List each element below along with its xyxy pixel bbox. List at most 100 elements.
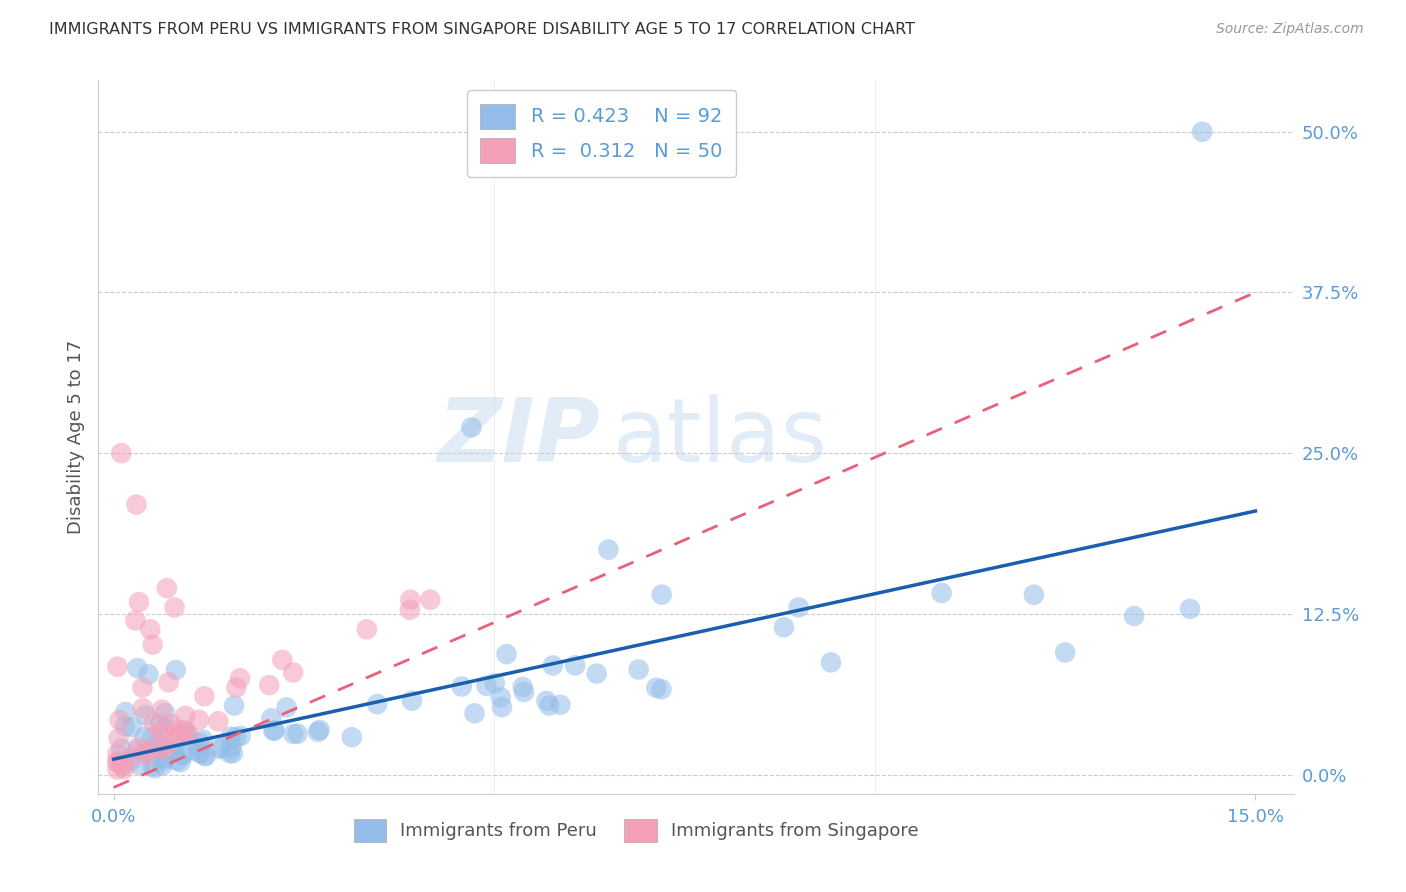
Point (153, 753, 176, 767)
Point (153, 706, 176, 720)
Point (260, 711, 283, 725)
Point (142, 638, 165, 652)
Point (166, 754, 188, 768)
Point (163, 600, 186, 615)
Point (134, 730, 156, 744)
Point (1022, 588, 1045, 602)
Point (489, 690, 512, 705)
Point (155, 750, 177, 764)
Point (114, 705, 136, 719)
Point (152, 758, 174, 772)
Point (193, 690, 215, 704)
Point (208, 741, 231, 756)
Point (283, 665, 305, 680)
Point (138, 745, 160, 759)
Point (222, 746, 245, 760)
Text: ZIP: ZIP (437, 393, 600, 481)
Point (536, 694, 558, 708)
Point (460, 420, 482, 434)
Point (188, 713, 211, 727)
Point (651, 588, 673, 602)
Point (564, 658, 586, 673)
Point (139, 623, 162, 637)
Point (141, 731, 163, 745)
Point (1123, 609, 1146, 624)
Point (484, 676, 506, 690)
Point (512, 680, 534, 694)
Point (108, 713, 131, 727)
Point (221, 740, 243, 755)
Text: atlas: atlas (613, 393, 828, 481)
Point (110, 446, 132, 460)
Point (645, 681, 668, 695)
Point (176, 729, 198, 743)
Point (257, 678, 280, 692)
Y-axis label: Disability Age 5 to 17: Disability Age 5 to 17 (66, 340, 84, 534)
Point (401, 694, 423, 708)
Point (650, 682, 672, 697)
Point (188, 736, 211, 750)
Point (107, 763, 129, 777)
Point (1054, 645, 1077, 659)
Point (138, 667, 160, 681)
Point (121, 720, 143, 734)
Point (127, 743, 149, 757)
Point (172, 747, 194, 761)
Point (276, 700, 298, 714)
Point (149, 717, 172, 731)
Point (165, 663, 187, 677)
Point (450, 680, 472, 694)
Point (229, 672, 252, 686)
Point (820, 656, 842, 670)
Point (131, 681, 153, 695)
Point (157, 675, 180, 690)
Point (194, 749, 217, 764)
Point (218, 746, 240, 760)
Point (627, 663, 650, 677)
Point (191, 732, 214, 747)
Point (541, 658, 564, 673)
Point (207, 714, 229, 729)
Point (585, 666, 607, 681)
Point (475, 679, 498, 693)
Point (132, 701, 155, 715)
Point (153, 748, 176, 763)
Point (222, 698, 245, 713)
Point (538, 698, 561, 713)
Point (107, 747, 129, 761)
Point (132, 745, 155, 759)
Point (136, 748, 159, 763)
Point (787, 600, 810, 615)
Point (931, 586, 953, 600)
Point (773, 620, 796, 634)
Point (399, 603, 422, 617)
Point (141, 759, 163, 773)
Point (138, 742, 160, 756)
Point (127, 740, 149, 755)
Point (464, 706, 486, 721)
Point (287, 727, 309, 741)
Point (172, 748, 194, 763)
Point (550, 698, 572, 712)
Point (156, 581, 179, 595)
Point (114, 719, 136, 733)
Point (110, 741, 132, 756)
Point (155, 742, 177, 756)
Point (271, 653, 294, 667)
Point (107, 754, 129, 768)
Point (125, 498, 148, 512)
Point (129, 758, 152, 772)
Point (211, 740, 233, 755)
Point (491, 700, 513, 714)
Point (263, 723, 285, 738)
Point (127, 661, 149, 675)
Point (225, 681, 247, 695)
Point (142, 715, 165, 730)
Point (169, 755, 191, 769)
Point (150, 703, 173, 717)
Point (169, 727, 191, 741)
Point (177, 728, 200, 742)
Point (152, 741, 174, 756)
Point (1178, 602, 1201, 616)
Point (174, 708, 197, 723)
